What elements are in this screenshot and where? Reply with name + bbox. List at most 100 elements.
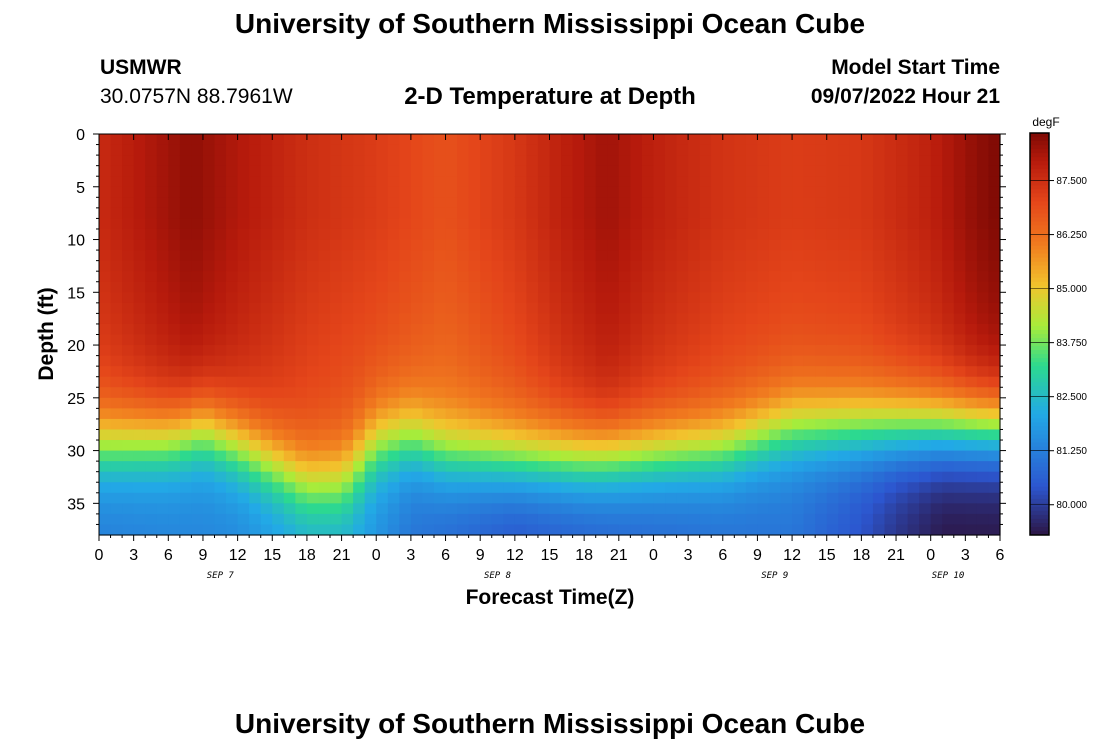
heatmap-cell (503, 450, 516, 462)
heatmap-cell (514, 513, 527, 526)
heatmap-cell (422, 271, 435, 283)
heatmap-cell (572, 461, 585, 473)
heatmap-cell (341, 281, 354, 293)
heatmap-cell (988, 345, 1001, 357)
heatmap-cell (861, 207, 874, 220)
heatmap-cell (976, 165, 990, 177)
heatmap-cell (468, 450, 481, 462)
heatmap-cell (410, 440, 424, 452)
heatmap-cell (445, 482, 458, 494)
heatmap-cell (503, 218, 516, 230)
heatmap-cell (330, 197, 343, 209)
heatmap-cell (549, 165, 562, 177)
heatmap-cell (260, 155, 273, 167)
heatmap-cell (122, 228, 135, 241)
heatmap-cell (341, 134, 354, 146)
heatmap-cell (653, 450, 666, 462)
heatmap-cell (849, 355, 862, 367)
heatmap-cell (838, 228, 851, 241)
heatmap-cell (768, 144, 782, 156)
heatmap-cell (584, 524, 597, 536)
heatmap-cell (618, 513, 631, 526)
heatmap-cell (826, 471, 839, 483)
heatmap-cell (214, 134, 227, 146)
heatmap-cell (896, 334, 909, 346)
colorbar-segment (1030, 510, 1049, 516)
heatmap-cell (249, 471, 262, 483)
heatmap-cell (433, 144, 447, 156)
heatmap-cell (468, 397, 481, 409)
heatmap-cell (711, 197, 724, 209)
heatmap-cell (942, 418, 955, 431)
heatmap-cell (595, 450, 608, 462)
heatmap-cell (872, 313, 886, 325)
heatmap-cell (988, 207, 1001, 220)
heatmap-cell (549, 524, 562, 536)
heatmap-cell (99, 323, 112, 336)
heatmap-cell (468, 376, 481, 388)
heatmap-cell (283, 503, 296, 515)
heatmap-cell (133, 323, 146, 336)
heatmap-cell (99, 492, 112, 504)
heatmap-cell (607, 334, 620, 346)
heatmap-cell (387, 492, 400, 504)
heatmap-cell (896, 165, 909, 177)
heatmap-cell (896, 271, 909, 283)
heatmap-cell (641, 302, 655, 314)
heatmap-cell (468, 260, 481, 272)
heatmap-cell (318, 228, 331, 241)
heatmap-cell (480, 292, 493, 304)
heatmap-cell (561, 366, 574, 378)
heatmap-cell (665, 366, 678, 378)
heatmap-cell (306, 323, 320, 336)
heatmap-cell (757, 345, 770, 357)
heatmap-cell (353, 450, 366, 462)
heatmap-cell (757, 366, 770, 378)
heatmap-cell (757, 207, 770, 220)
heatmap-cell (584, 461, 597, 473)
heatmap-cell (330, 355, 343, 367)
heatmap-cell (688, 218, 701, 230)
heatmap-cell (965, 186, 978, 198)
heatmap-cell (191, 239, 204, 251)
heatmap-cell (410, 482, 424, 494)
heatmap-cell (168, 281, 181, 293)
heatmap-cell (364, 334, 377, 346)
heatmap-cell (768, 292, 782, 304)
x-tick-label: 0 (649, 547, 658, 564)
heatmap-cell (168, 492, 181, 504)
heatmap-cell (838, 155, 851, 167)
heatmap-cell (768, 418, 782, 431)
heatmap-cell (422, 144, 435, 156)
heatmap-cell (884, 144, 897, 156)
heatmap-cell (572, 418, 585, 431)
heatmap-cell (884, 366, 897, 378)
heatmap-cell (942, 355, 955, 367)
heatmap-cell (376, 186, 389, 198)
heatmap-cell (722, 429, 735, 441)
heatmap-cell (861, 408, 874, 420)
heatmap-cell (283, 355, 296, 367)
heatmap-cell (607, 281, 620, 293)
heatmap-cell (768, 366, 782, 378)
heatmap-cell (168, 513, 181, 526)
heatmap-cell (792, 524, 805, 536)
heatmap-cell (768, 345, 782, 357)
heatmap-cell (168, 503, 181, 515)
heatmap-cell (491, 260, 504, 272)
heatmap-cell (942, 313, 955, 325)
heatmap-cell (330, 418, 343, 431)
heatmap-cell (168, 450, 181, 462)
heatmap-cell (306, 482, 320, 494)
heatmap-cell (156, 186, 169, 198)
heatmap-cell (283, 323, 296, 336)
heatmap-cell (595, 323, 608, 336)
heatmap-cell (214, 207, 227, 220)
heatmap-cell (745, 471, 759, 483)
heatmap-cell (561, 323, 574, 336)
heatmap-cell (607, 471, 620, 483)
heatmap-cell (468, 503, 481, 515)
heatmap-cell (641, 250, 655, 262)
heatmap-cell (214, 197, 227, 209)
heatmap-cell (145, 292, 158, 304)
